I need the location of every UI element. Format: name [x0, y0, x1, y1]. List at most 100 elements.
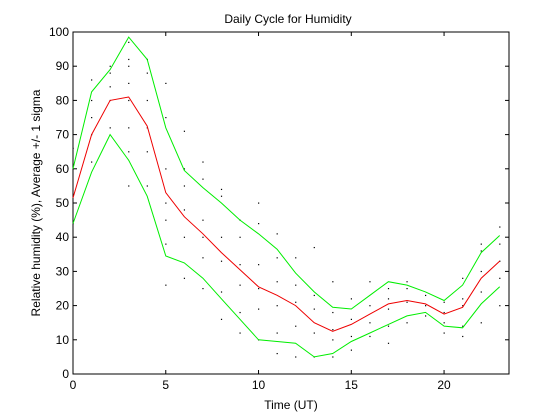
observation-point	[276, 257, 278, 259]
observation-point	[183, 209, 186, 211]
observation-point	[239, 311, 241, 314]
observation-point	[165, 219, 167, 221]
observation-point	[462, 298, 464, 300]
observation-point	[406, 281, 408, 283]
observation-point	[332, 339, 334, 341]
y-tick-label: 40	[56, 230, 70, 244]
observation-point	[350, 298, 352, 300]
observation-point	[443, 332, 445, 334]
observation-point	[183, 236, 186, 238]
observation-point	[258, 264, 260, 266]
observation-point	[443, 311, 445, 314]
observation-point	[165, 82, 167, 84]
observation-point	[165, 284, 167, 286]
observation-point	[146, 185, 148, 187]
observation-point	[72, 168, 74, 170]
observation-point	[350, 335, 352, 338]
x-tick-label: 10	[252, 378, 266, 392]
y-tick-label: 50	[56, 196, 70, 210]
observation-point	[91, 79, 93, 81]
observation-point	[425, 315, 427, 317]
observation-point	[146, 151, 148, 153]
observation-point	[202, 178, 204, 180]
observation-point	[128, 82, 130, 84]
observation-point	[202, 161, 204, 163]
observation-point	[239, 332, 241, 334]
observation-point	[239, 264, 241, 266]
observation-point	[313, 332, 315, 334]
observation-point	[146, 72, 148, 74]
observation-point	[220, 195, 223, 197]
observation-point	[128, 151, 130, 153]
observation-point	[128, 185, 130, 187]
observation-point	[220, 260, 223, 262]
observation-point	[499, 226, 501, 228]
plot-area	[72, 31, 510, 375]
y-tick-label: 90	[56, 59, 70, 73]
x-tick-label: 5	[162, 378, 169, 392]
observation-point	[276, 233, 278, 235]
observation-point	[387, 308, 390, 310]
y-tick-label: 100	[49, 25, 69, 39]
observation-point	[425, 305, 427, 307]
observation-point	[72, 147, 74, 149]
observation-point	[480, 250, 482, 252]
observation-point	[387, 288, 390, 290]
observation-point	[165, 168, 167, 170]
observation-point	[91, 99, 93, 102]
observation-point	[128, 58, 130, 61]
observation-point	[350, 318, 352, 320]
observation-point	[220, 188, 223, 191]
observation-point	[220, 291, 223, 293]
y-tick-label: 60	[56, 162, 70, 176]
observation-point	[91, 161, 93, 163]
observation-point	[146, 99, 148, 102]
observation-point	[387, 325, 390, 327]
observation-point	[109, 86, 111, 88]
observation-point	[202, 257, 204, 259]
y-tick-label: 0	[62, 367, 69, 381]
observation-point	[369, 305, 371, 307]
observation-point	[276, 281, 278, 283]
x-tick-label: 0	[70, 378, 77, 392]
y-tick-label: 10	[56, 333, 70, 347]
observation-point	[258, 288, 260, 290]
observation-point	[387, 342, 390, 344]
y-tick-label: 30	[56, 264, 70, 278]
observation-point	[406, 322, 408, 324]
observation-point	[165, 243, 167, 245]
observation-point	[109, 65, 111, 67]
observation-point	[165, 202, 167, 204]
x-axis-label: Time (UT)	[264, 398, 318, 412]
y-tick-label: 80	[56, 93, 70, 107]
observation-point	[443, 322, 445, 324]
observation-point	[480, 322, 482, 324]
observation-point	[183, 168, 186, 170]
observation-point	[462, 305, 464, 307]
observation-point	[480, 270, 482, 273]
observation-point	[220, 318, 223, 320]
series-lines	[72, 36, 501, 358]
observation-point	[72, 223, 74, 225]
observation-point	[313, 308, 315, 310]
lower-sigma-line	[72, 133, 501, 358]
observation-point	[480, 243, 482, 245]
observation-point	[295, 325, 297, 327]
observation-point	[258, 223, 260, 225]
observation-point	[91, 117, 93, 119]
observation-point	[462, 277, 464, 279]
observation-point	[128, 65, 130, 67]
observation-point	[499, 277, 501, 279]
x-tick-label: 20	[437, 378, 451, 392]
observation-point	[183, 277, 186, 279]
observation-point	[313, 294, 315, 297]
y-tick-label: 70	[56, 128, 70, 142]
observation-point	[295, 257, 297, 259]
observation-point	[258, 202, 260, 204]
observation-point	[109, 127, 111, 129]
upper-sigma-line	[72, 36, 501, 310]
observation-point	[369, 281, 371, 283]
observation-point	[462, 335, 464, 338]
observation-point	[332, 311, 334, 314]
